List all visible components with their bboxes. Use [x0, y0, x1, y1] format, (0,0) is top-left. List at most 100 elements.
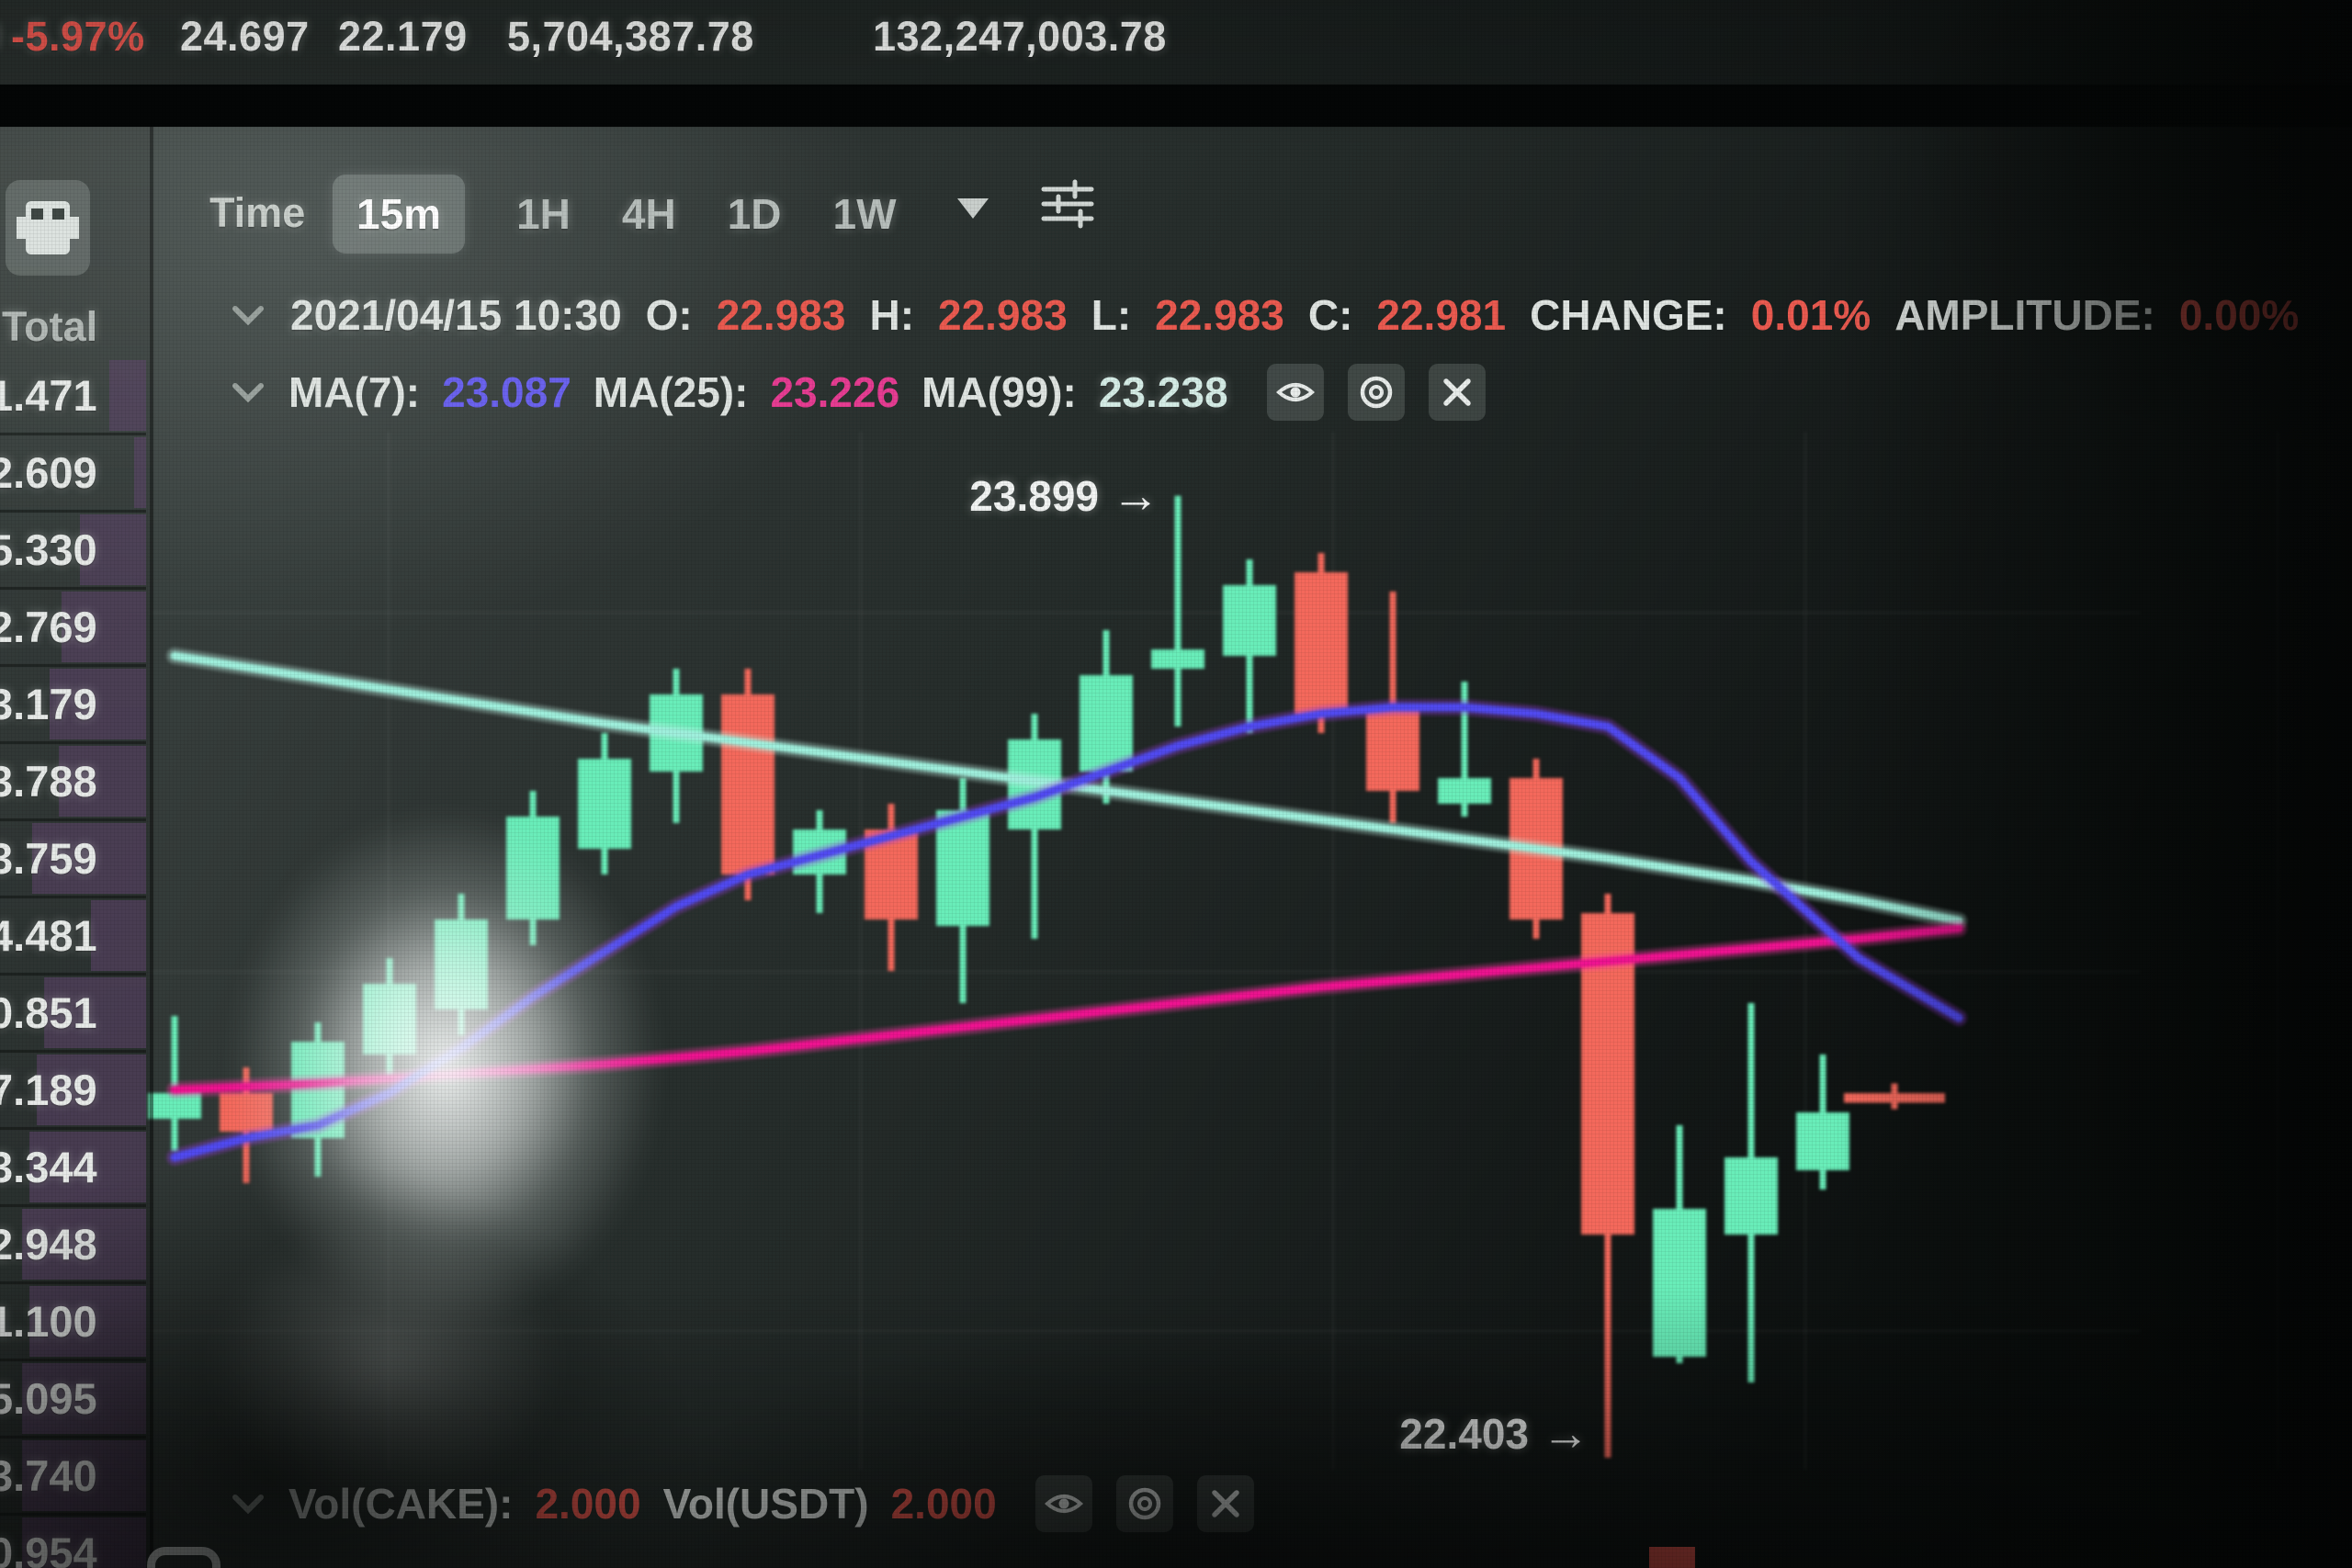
orderbook-row[interactable]: 1.100 [0, 1284, 146, 1361]
candle-body [578, 759, 631, 849]
annotation-value: 23.899 [969, 471, 1099, 520]
orderbook-panel: Total 1.471 2.609 5.330 2.769 3.179 3.788 3.75… [0, 127, 153, 1568]
close-icon[interactable] [1196, 1475, 1254, 1532]
orderbook-total-value: 2.948 [0, 1220, 97, 1269]
interval-tab-1H[interactable]: 1H [516, 190, 571, 238]
orderbook-total-value: 4.481 [0, 911, 97, 960]
ma25-value: 23.226 [770, 368, 900, 416]
orderbook-rows: 1.471 2.609 5.330 2.769 3.179 3.788 3.759 4.481… [0, 358, 146, 1568]
orderbook-row[interactable]: 2.948 [0, 1207, 146, 1284]
vol-quote-value: 2.000 [890, 1480, 997, 1528]
orderbook-row[interactable]: 3.759 [0, 821, 146, 898]
candle-body [1796, 1112, 1849, 1170]
orderbook-row[interactable]: 3.344 [0, 1130, 146, 1207]
collapse-chevron-icon[interactable] [230, 1491, 266, 1517]
change-value: 0.01% [1750, 291, 1871, 339]
low-label: L: [1091, 291, 1132, 339]
high-value: 22.983 [938, 291, 1068, 339]
orderbook-row[interactable]: 2.609 [0, 435, 146, 513]
orderbook-total-value: 3.179 [0, 680, 97, 728]
orderbook-total-value: 0.851 [0, 988, 97, 1037]
interval-tab-4H[interactable]: 4H [621, 190, 676, 238]
ma99-label: MA(99): [922, 368, 1077, 416]
candle-body [1295, 572, 1348, 714]
chevron-down-icon[interactable] [957, 198, 989, 219]
orderbook-total-value: 2.609 [0, 448, 97, 497]
orderbook-total-value: 5.330 [0, 525, 97, 574]
depth-bar [90, 900, 146, 971]
orderbook-total-value: 1.100 [0, 1297, 97, 1346]
orderbook-toggle-button[interactable] [6, 180, 90, 276]
annotation-value: 22.403 [1399, 1409, 1529, 1458]
orderbook-row[interactable]: 5.330 [0, 513, 146, 590]
volume-bar [1649, 1547, 1695, 1568]
ma-indicator-controls [1266, 364, 1486, 421]
orderbook-header: Total [2, 303, 98, 350]
depth-bar [109, 360, 146, 431]
orderbook-total-value: 1.471 [0, 371, 97, 420]
amplitude-value: 0.00% [2178, 291, 2300, 339]
interval-tab-15m[interactable]: 15m [333, 175, 466, 254]
vol-base-value: 2.000 [535, 1480, 641, 1528]
open-label: O: [645, 291, 693, 339]
orderbook-icon [70, 217, 79, 239]
candle-body [721, 694, 775, 874]
interval-tab-1D[interactable]: 1D [727, 190, 782, 238]
candle-body [1366, 707, 1419, 791]
change-label: CHANGE: [1530, 291, 1727, 339]
candle-body [1844, 1093, 1945, 1103]
high-label: H: [869, 291, 915, 339]
ticker-change-pct: -5.97% [11, 13, 145, 60]
orderbook-total-value: 3.759 [0, 834, 97, 883]
close-value: 22.981 [1376, 291, 1507, 339]
orderbook-row[interactable]: 4.481 [0, 898, 146, 976]
ohlc-info-row: 2021/04/15 10:30 O: 22.983 H: 22.983 L: … [230, 290, 2299, 340]
ticker-bar: 0 -5.97% 24.697 22.179 5,704,387.78 132,… [0, 0, 2352, 85]
orderbook-row[interactable]: 1.471 [0, 358, 146, 435]
orderbook-total-value: 5.095 [0, 1374, 97, 1423]
close-label: C: [1307, 291, 1353, 339]
collapse-chevron-icon[interactable] [230, 379, 266, 405]
ma7-label: MA(7): [288, 368, 421, 416]
orderbook-row[interactable]: 3.740 [0, 1438, 146, 1516]
scroll-handle[interactable] [147, 1547, 220, 1568]
target-icon[interactable] [1347, 364, 1405, 421]
candle-body [220, 1093, 273, 1132]
chart-settings-icon[interactable] [1038, 175, 1097, 233]
ma25-label: MA(25): [593, 368, 749, 416]
collapse-chevron-icon[interactable] [230, 302, 266, 328]
orderbook-total-value: 3.788 [0, 757, 97, 806]
depth-bar [134, 437, 146, 508]
vol-base-label: Vol(CAKE): [288, 1480, 514, 1528]
volume-info-row: Vol(CAKE): 2.000 Vol(USDT) 2.000 [230, 1475, 1254, 1532]
orderbook-row[interactable]: 5.095 [0, 1361, 146, 1438]
target-icon[interactable] [1115, 1475, 1173, 1532]
panel-divider [0, 85, 2352, 127]
orderbook-total-value: 3.344 [0, 1143, 97, 1191]
candle-datetime: 2021/04/15 10:30 [290, 291, 622, 339]
candle-body [1151, 649, 1204, 669]
vol-indicator-controls [1035, 1475, 1254, 1532]
orderbook-row[interactable]: 0.954 [0, 1516, 146, 1568]
interval-tab-1W[interactable]: 1W [832, 190, 897, 238]
candle-body [435, 919, 488, 1010]
orderbook-row[interactable]: 3.788 [0, 744, 146, 821]
ma99-value: 23.238 [1098, 368, 1228, 416]
ticker-24h-high: 24.697 [180, 13, 310, 60]
amplitude-label: AMPLITUDE: [1894, 291, 2155, 339]
orderbook-total-value: 0.954 [0, 1529, 97, 1568]
candle-body [1223, 585, 1276, 656]
ma-info-row: MA(7): 23.087 MA(25): 23.226 MA(99): 23.… [230, 364, 1486, 421]
time-label: Time [209, 189, 306, 236]
orderbook-total-value: 2.769 [0, 603, 97, 651]
orderbook-row[interactable]: 2.769 [0, 590, 146, 667]
eye-icon[interactable] [1035, 1475, 1092, 1532]
orderbook-row[interactable]: 3.179 [0, 667, 146, 744]
ma7-value: 23.087 [442, 368, 571, 416]
orderbook-row[interactable]: 7.189 [0, 1053, 146, 1130]
eye-icon[interactable] [1266, 364, 1324, 421]
orderbook-row[interactable]: 0.851 [0, 976, 146, 1053]
open-value: 22.983 [716, 291, 846, 339]
close-icon[interactable] [1428, 364, 1486, 421]
